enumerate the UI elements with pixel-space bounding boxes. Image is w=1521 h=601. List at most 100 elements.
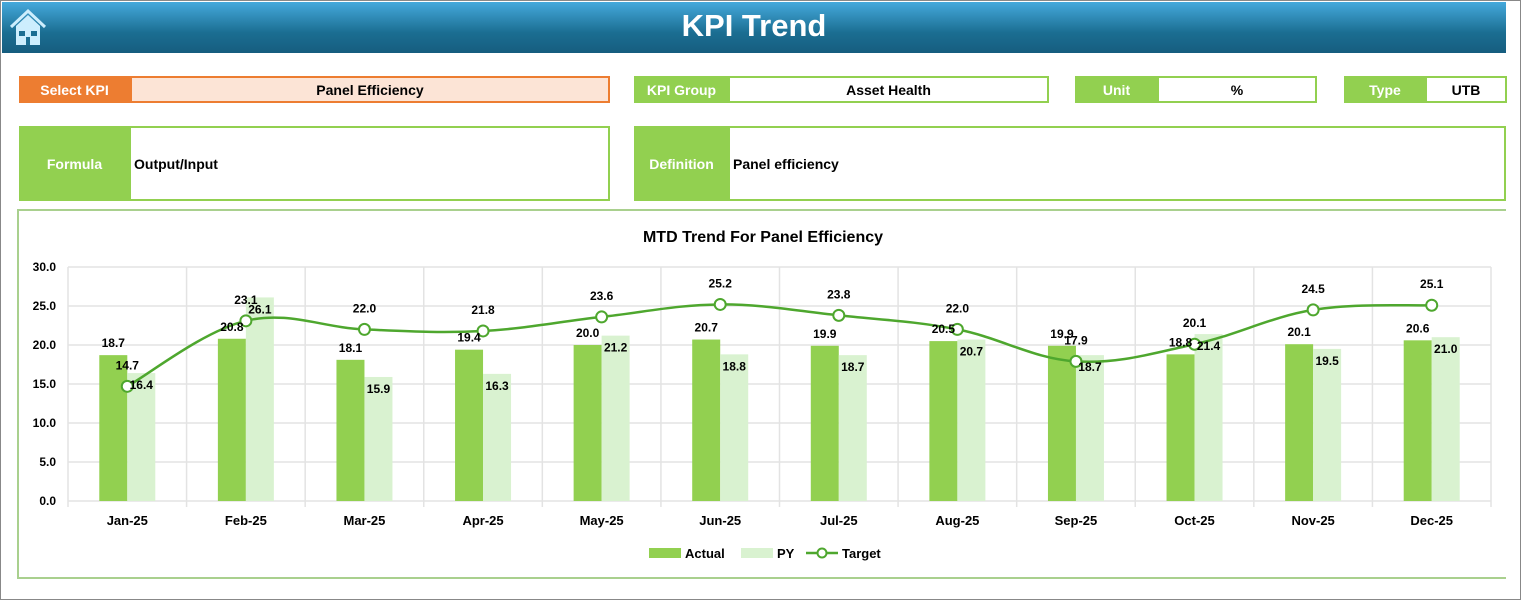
y-tick-label: 30.0 [33, 260, 57, 274]
py-bar [1313, 348, 1342, 501]
x-tick-label: Nov-25 [1291, 513, 1334, 528]
target-data-label: 23.6 [590, 289, 614, 303]
py-data-label: 18.7 [841, 360, 865, 374]
actual-data-label: 20.8 [220, 320, 244, 334]
target-data-label: 22.0 [353, 301, 377, 315]
select-kpi-dropdown[interactable]: Panel Efficiency [130, 76, 610, 103]
actual-bar [336, 359, 365, 501]
legend: Actual PY Target [649, 546, 881, 561]
target-marker [1425, 298, 1439, 312]
py-data-label: 21.4 [1197, 339, 1221, 353]
target-data-label: 24.5 [1301, 282, 1325, 296]
py-bar [1431, 337, 1460, 501]
target-data-label: 14.7 [116, 358, 140, 372]
target-marker [1306, 303, 1320, 317]
actual-bar [99, 355, 128, 501]
py-data-label: 15.9 [367, 382, 391, 396]
select-kpi-label: Select KPI [19, 76, 130, 103]
py-bar [957, 339, 986, 501]
actual-data-label: 19.9 [813, 327, 837, 341]
title-bar: KPI Trend [2, 2, 1506, 53]
y-tick-label: 0.0 [39, 494, 56, 508]
actual-bar [455, 349, 484, 501]
actual-data-label: 19.4 [457, 331, 481, 345]
actual-bar [1285, 344, 1314, 501]
target-marker [239, 314, 253, 328]
actual-bar [692, 339, 721, 501]
target-marker [950, 322, 964, 336]
home-icon[interactable] [8, 7, 48, 47]
x-tick-label: Jan-25 [107, 513, 148, 528]
y-tick-label: 20.0 [33, 338, 57, 352]
x-tick-label: Mar-25 [343, 513, 385, 528]
target-marker [357, 322, 371, 336]
py-bar [1194, 334, 1223, 501]
actual-data-label: 20.1 [1287, 325, 1311, 339]
py-data-label: 18.7 [1078, 360, 1102, 374]
actual-data-label: 20.6 [1406, 321, 1430, 335]
x-tick-label: Jul-25 [820, 513, 858, 528]
target-data-label: 21.8 [471, 303, 495, 317]
py-bar [1075, 355, 1104, 501]
x-tick-label: Aug-25 [935, 513, 979, 528]
x-tick-label: Jun-25 [699, 513, 741, 528]
target-marker [1188, 337, 1202, 351]
kpi-group-value: Asset Health [728, 76, 1049, 103]
target-data-label: 23.1 [234, 293, 258, 307]
unit-value: % [1157, 76, 1317, 103]
actual-bar [929, 341, 958, 501]
actual-data-label: 20.0 [576, 326, 600, 340]
legend-py: PY [777, 546, 795, 561]
y-tick-label: 15.0 [33, 377, 57, 391]
actual-bar [1403, 340, 1432, 501]
py-data-label: 20.7 [960, 345, 984, 359]
legend-target: Target [842, 546, 881, 561]
target-line [126, 303, 1432, 388]
py-data-label: 21.0 [1434, 342, 1458, 356]
target-marker [1069, 354, 1083, 368]
target-data-label: 25.1 [1420, 277, 1444, 291]
actual-bar [217, 338, 246, 501]
legend-py-swatch [741, 548, 773, 558]
type-value: UTB [1425, 76, 1507, 103]
target-marker [832, 308, 846, 322]
py-bar [127, 373, 156, 501]
legend-actual: Actual [685, 546, 725, 561]
py-bar [364, 376, 393, 501]
actual-bar [810, 345, 839, 501]
actual-data-label: 20.7 [695, 321, 719, 335]
formula-label: Formula [19, 126, 130, 201]
chart-container [17, 209, 1506, 579]
definition-value: Panel efficiency [728, 126, 1506, 201]
y-tick-label: 5.0 [39, 455, 56, 469]
py-bar [245, 297, 274, 501]
actual-data-label: 19.9 [1050, 327, 1074, 341]
target-data-label: 17.9 [1064, 333, 1088, 347]
py-data-label: 16.4 [130, 378, 154, 392]
x-tick-label: Sep-25 [1055, 513, 1098, 528]
actual-bar [1166, 354, 1195, 501]
type-label: Type [1344, 76, 1426, 103]
x-tick-label: Apr-25 [462, 513, 503, 528]
target-marker [713, 297, 727, 311]
py-data-label: 16.3 [485, 379, 509, 393]
y-tick-label: 10.0 [33, 416, 57, 430]
target-marker [120, 379, 134, 393]
py-data-label: 18.8 [723, 359, 747, 373]
chart-title: MTD Trend For Panel Efficiency [643, 229, 883, 246]
y-tick-label: 25.0 [33, 299, 57, 313]
x-tick-label: Dec-25 [1410, 513, 1453, 528]
py-data-label: 26.1 [248, 302, 272, 316]
unit-label: Unit [1075, 76, 1158, 103]
target-data-label: 23.8 [827, 287, 851, 301]
x-tick-label: May-25 [580, 513, 624, 528]
target-data-label: 25.2 [709, 276, 733, 290]
py-bar [483, 373, 512, 501]
actual-bar [1047, 345, 1076, 501]
actual-data-label: 20.5 [932, 322, 956, 336]
target-data-label: 22.0 [946, 301, 970, 315]
legend-actual-swatch [649, 548, 681, 558]
target-data-label: 20.1 [1183, 316, 1207, 330]
x-tick-label: Oct-25 [1174, 513, 1214, 528]
